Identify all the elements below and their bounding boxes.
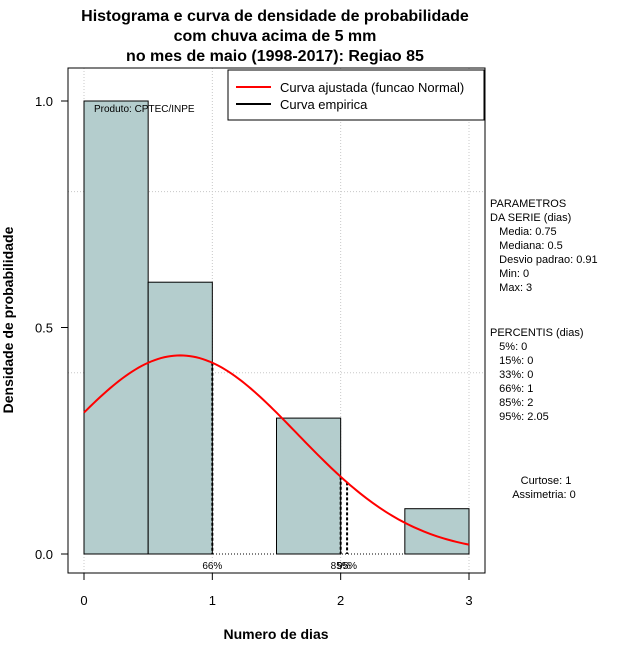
histogram-bar (83, 100, 149, 555)
histogram-bars (83, 100, 470, 555)
x-axis-title: Numero de dias (223, 626, 328, 642)
percentile-label: 66% (202, 561, 222, 572)
fitted-normal-curve (83, 354, 470, 546)
parametros-line: PARAMETROS (490, 198, 566, 210)
parametros-line: Min: 0 (490, 268, 529, 280)
percentis-line: 95%: 2.05 (490, 411, 549, 423)
y-axis-title: Densidade de probabilidade (0, 226, 16, 413)
percentis-line: 15%: 0 (490, 355, 533, 367)
parametros-panel: PARAMETROS DA SERIE (dias) Media: 0.75 M… (490, 198, 598, 294)
parametros-line: Media: 0.75 (490, 226, 557, 238)
legend-empirical-label: Curva empirica (280, 97, 368, 112)
parametros-line: Desvio padrao: 0.91 (490, 254, 598, 266)
percentis-line: 85%: 2 (490, 397, 533, 409)
histogram-bar (147, 281, 213, 555)
x-tick-label: 0 (80, 593, 87, 608)
axes: 0 1 2 3 0.0 0.5 1.0 (35, 94, 473, 608)
percentis-line: 66%: 1 (490, 383, 533, 395)
parametros-line: Max: 3 (490, 282, 532, 294)
chart-title-line-3: no mes de maio (1998-2017): Regiao 85 (126, 48, 424, 65)
percentile-label: 85% (331, 561, 351, 572)
legend-box (227, 69, 485, 121)
plot-frame (67, 67, 486, 574)
histogram-bar (404, 508, 470, 555)
parametros-line: Mediana: 0.5 (490, 240, 563, 252)
legend: Curva ajustada (funcao Normal) Curva emp… (227, 69, 485, 121)
histogram-bar (276, 417, 342, 555)
y-tick-label: 0.5 (35, 321, 53, 336)
percentis-line: 33%: 0 (490, 369, 533, 381)
curtose-text: Curtose: 1 (521, 475, 572, 487)
x-tick-label: 2 (337, 593, 344, 608)
parametros-line: DA SERIE (dias) (490, 212, 571, 224)
percentis-panel: PERCENTIS (dias) 5%: 0 15%: 0 33%: 0 66%… (490, 327, 584, 423)
percentile-label: 95% (337, 561, 357, 572)
percentis-line: PERCENTIS (dias) (490, 327, 584, 339)
percentis-line: 5%: 0 (490, 341, 527, 353)
x-tick-label: 3 (465, 593, 472, 608)
credit-text: Produto: CPTEC/INPE (94, 104, 195, 115)
x-tick-label: 1 (209, 593, 216, 608)
y-tick-label: 0.0 (35, 547, 53, 562)
chart-title-line-2: com chuva acima de 5 mm (174, 28, 377, 45)
chart-title-line-1: Histograma e curva de densidade de proba… (81, 8, 469, 25)
assimetria-text: Assimetria: 0 (512, 489, 576, 501)
legend-fitted-label: Curva ajustada (funcao Normal) (280, 80, 464, 95)
percentile-lines: 66% 85%95% (202, 362, 357, 572)
curves (83, 354, 470, 546)
y-tick-label: 1.0 (35, 94, 53, 109)
